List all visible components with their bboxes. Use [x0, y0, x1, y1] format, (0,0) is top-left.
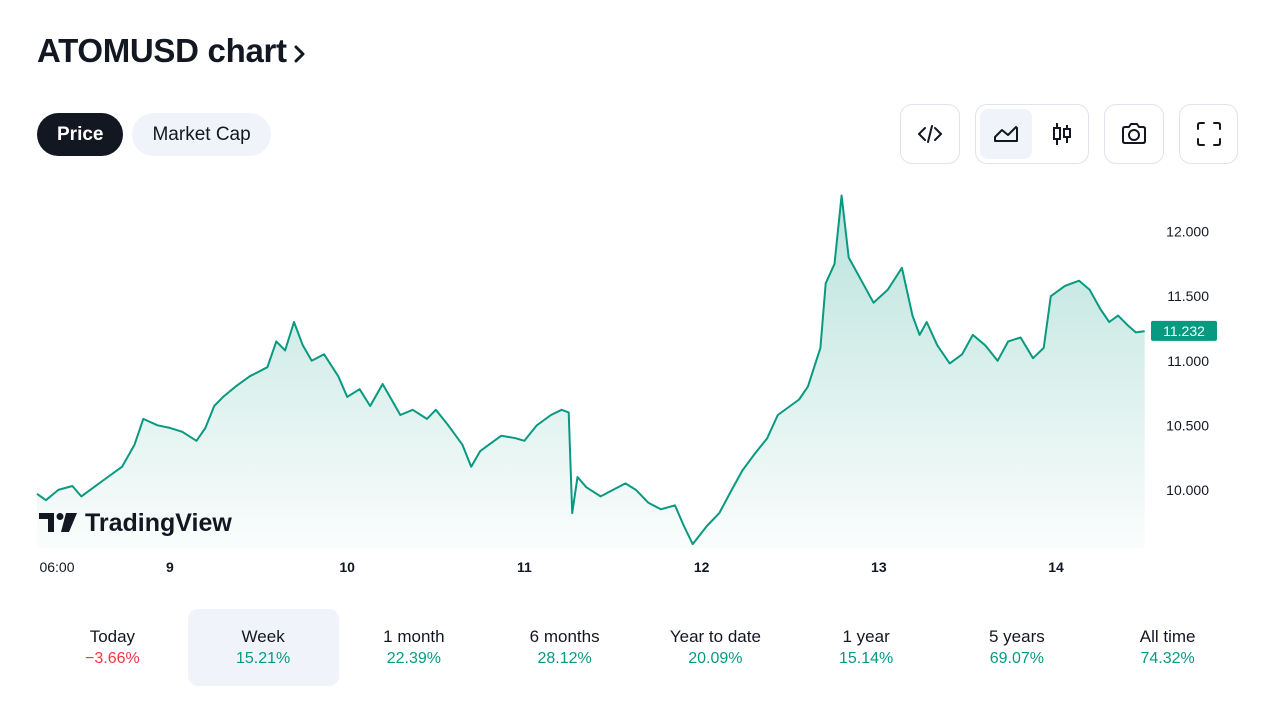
x-tick-label: 9: [166, 559, 174, 575]
area-chart-icon: [994, 126, 1018, 142]
snapshot-button[interactable]: [1104, 104, 1164, 164]
plot-area: [36, 194, 1145, 548]
period-year-to-date[interactable]: Year to date 20.09%: [640, 609, 791, 686]
period-label: 1 year: [842, 626, 890, 646]
period-change-value: 22.39%: [386, 649, 441, 667]
chart-style-group: [975, 104, 1089, 164]
code-icon: [918, 125, 942, 143]
period-label: All time: [1139, 626, 1196, 646]
page-title: ATOMUSD chart: [37, 32, 287, 69]
y-tick-label: 11.500: [1167, 288, 1209, 304]
camera-icon: [1122, 123, 1146, 144]
y-tick-label: 11.000: [1167, 353, 1209, 369]
period-label: Week: [241, 626, 285, 646]
period-6-months[interactable]: 6 months 28.12%: [489, 609, 640, 686]
y-axis: 10.000 10.500 11.000 11.500 12.000 11.232: [1151, 224, 1217, 498]
period-change-value: 28.12%: [537, 649, 592, 667]
period-change-value: 15.21%: [235, 649, 291, 667]
price-chart[interactable]: 10.000 10.500 11.000 11.500 12.000 11.232 06:…: [0, 170, 1280, 590]
embed-code-button[interactable]: [900, 104, 960, 164]
period-change-value: 20.09%: [688, 649, 743, 667]
chart-type-tabs: Price Market Cap: [37, 113, 271, 156]
period-label: 5 years: [989, 626, 1045, 646]
candles-style-button[interactable]: [1036, 109, 1088, 159]
x-tick-label: 06:00: [39, 559, 74, 575]
chevron-right-icon: [294, 45, 305, 63]
tradingview-wordmark: TradingView: [85, 509, 232, 537]
y-tick-label: 10.500: [1166, 417, 1209, 433]
price-area-fill: [37, 195, 1145, 548]
candlestick-icon: [1053, 123, 1071, 145]
period-1-year[interactable]: 1 year 15.14%: [791, 609, 942, 686]
tab-price[interactable]: Price: [37, 113, 124, 156]
period-5-years[interactable]: 5 years 69.07%: [942, 609, 1093, 686]
x-tick-label: 13: [871, 559, 887, 575]
period-week[interactable]: Week 15.21%: [187, 609, 339, 686]
tradingview-watermark: TradingView: [39, 509, 232, 537]
performance-periods: Today −3.66% Week 15.21% 1 month 22.39% 6 mont…: [37, 609, 1243, 686]
period-label: 1 month: [383, 626, 445, 646]
chart-title-link[interactable]: ATOMUSD chart: [37, 32, 307, 70]
x-axis: 06:00 9 10 11 12 13 14: [39, 559, 1064, 575]
y-tick-label: 10.000: [1166, 482, 1209, 498]
tab-market-cap[interactable]: Market Cap: [132, 113, 271, 156]
period-label: Year to date: [669, 626, 761, 646]
fullscreen-icon: [1196, 122, 1221, 146]
period-change-value: −3.66%: [85, 649, 140, 667]
period-change-value: 74.32%: [1140, 649, 1195, 667]
x-tick-label: 14: [1048, 559, 1064, 575]
y-tick-label: 12.000: [1166, 224, 1209, 240]
last-price-badge: [1151, 320, 1217, 341]
last-price-label: 11.232: [1163, 323, 1205, 339]
period-1-month[interactable]: 1 month 22.39%: [339, 609, 490, 686]
period-label: Today: [89, 626, 136, 646]
period-today[interactable]: Today −3.66%: [37, 609, 188, 686]
fullscreen-button[interactable]: [1179, 104, 1238, 164]
tradingview-logo-icon: [39, 513, 77, 532]
period-label: 6 months: [529, 626, 600, 646]
price-line: [36, 194, 1145, 546]
period-change-value: 69.07%: [989, 649, 1044, 667]
x-tick-label: 11: [517, 559, 532, 575]
period-all-time[interactable]: All time 74.32%: [1092, 609, 1243, 686]
x-tick-label: 12: [694, 559, 710, 575]
area-style-button[interactable]: [980, 109, 1032, 159]
period-change-value: 15.14%: [838, 649, 894, 667]
x-tick-label: 10: [339, 559, 355, 575]
